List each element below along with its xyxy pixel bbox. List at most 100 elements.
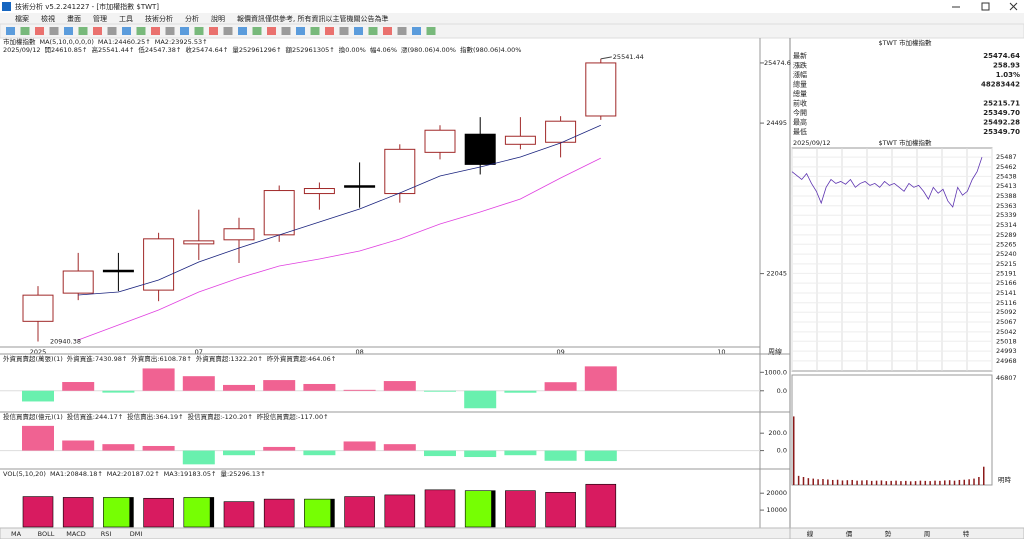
bar [62,382,95,391]
legend-item: 昨外資買賣超:464.06↑ [267,354,336,363]
menu-item[interactable]: 管理 [93,14,107,23]
quote-value: 25492.28 [983,119,1020,127]
tool-icon[interactable] [426,27,436,35]
bar [62,440,95,451]
tool-icon[interactable] [223,27,233,35]
legend-item: 指數(980.06)4.00% [460,45,521,54]
tool-icon[interactable] [6,27,15,35]
tool-icon[interactable] [64,27,73,35]
title-bar [0,0,1024,13]
legend-item: 投信賣出:364.19↑ [127,412,183,421]
indicator-tab[interactable]: MACD [66,530,85,538]
indicator-tabs [0,527,791,539]
bar [263,380,296,391]
intraday-volume-bar [846,480,849,485]
menu-item[interactable]: 畫面 [67,14,81,23]
quote-label: 前收 [793,99,807,108]
quote-value: 25215.71 [983,100,1020,108]
menu-item[interactable]: 報價資訊僅供參考, 所有資訊以主管機關公告為準 [237,14,388,23]
candle-body [585,62,617,117]
y-tick-label: 25314 [996,221,1017,229]
menu-item[interactable]: 檔案 [15,14,29,23]
y-tick-label: 25067 [996,318,1017,326]
bar [424,390,456,392]
x-tick-label: 10 [717,348,725,356]
intraday-volume-bar [905,480,907,485]
tool-icon[interactable] [296,27,305,35]
tool-icon[interactable] [281,27,291,35]
menu-item[interactable]: 工具 [119,15,133,23]
intraday-date: 2025/09/12 [793,139,830,147]
bar [343,389,376,391]
tool-icon[interactable] [107,27,117,35]
tool-icon[interactable] [397,27,407,35]
right-tab[interactable]: 價 [846,529,853,538]
tool-icon[interactable] [339,27,349,35]
tool-icon[interactable] [383,27,392,35]
right-tab[interactable]: 線 [807,529,814,538]
tool-icon[interactable] [151,27,160,35]
bar [584,450,617,462]
y-tick-label: 25438 [996,172,1017,180]
intraday-volume-bar [866,480,868,485]
right-tab[interactable]: 特 [963,529,970,538]
tool-icon[interactable] [136,27,146,35]
maximize[interactable] [981,2,990,11]
tool-icon[interactable] [368,27,378,35]
legend-item: MA1:20848.18↑ [50,470,103,478]
candle-body [62,270,94,294]
bar [504,390,537,393]
menu-item[interactable]: 分析 [185,14,199,23]
legend-item: 量:25296.13↑ [220,470,265,478]
y-tick-label: 24993 [996,347,1017,355]
tool-icon[interactable] [412,27,421,35]
intraday-volume-bar [861,480,863,485]
volume-bar [344,496,375,528]
tool-icon[interactable] [20,27,30,35]
intraday-volume-bar [841,480,844,485]
tool-icon[interactable] [78,27,88,35]
quote-label: 漲幅 [793,70,807,79]
tool-icon[interactable] [122,27,131,35]
y-tick-label: 25289 [996,231,1017,239]
y-tick-label: 25487 [996,153,1017,161]
close[interactable] [1009,2,1018,11]
tool-icon[interactable] [325,27,334,35]
x-tick-label: 2025 [30,348,47,356]
y-tick-label: 1000.0 [764,368,787,376]
volume-edge [129,497,134,527]
candle-body [504,135,536,145]
tool-icon[interactable] [49,27,59,35]
menu-item[interactable]: 檢視 [41,14,55,23]
tool-icon[interactable] [180,27,189,35]
tool-icon[interactable] [209,27,218,35]
indicator-tab[interactable]: RSI [101,530,112,538]
tool-icon[interactable] [238,27,247,35]
intraday-volume-bar [827,479,829,485]
indicator-tab[interactable]: MA [11,530,22,538]
tool-icon[interactable] [252,27,262,35]
intraday-volume-bar [822,479,824,485]
menu-item[interactable]: 說明 [211,14,225,23]
right-tab[interactable]: 勢 [885,529,892,538]
tool-icon[interactable] [310,27,320,35]
tool-icon[interactable] [267,27,276,35]
x-tick-label: 09 [556,348,564,356]
tool-icon[interactable] [93,27,102,35]
window-title: 技術分析 v5.2.241227 - [市加權指數 $TWT] [15,2,159,11]
bar [142,368,175,391]
tool-icon[interactable] [165,27,175,35]
indicator-tab[interactable]: DMI [130,530,143,538]
menu-item[interactable]: 技術分析 [145,14,173,23]
intraday-volume-bar [870,480,873,485]
right-tab[interactable]: 周 [924,530,931,538]
intraday-volume-bar [953,480,956,485]
tool-icon[interactable] [354,27,363,35]
intraday-volume-bar [968,479,970,485]
tool-icon[interactable] [194,27,204,35]
indicator-tab[interactable]: BOLL [38,530,55,538]
legend-item: 投信買賣超:-120.20↑ [188,412,253,421]
tool-icon[interactable] [35,27,44,35]
legend-item: MA2:20187.02↑ [107,470,160,478]
y-tick-label: 25018 [996,337,1017,345]
